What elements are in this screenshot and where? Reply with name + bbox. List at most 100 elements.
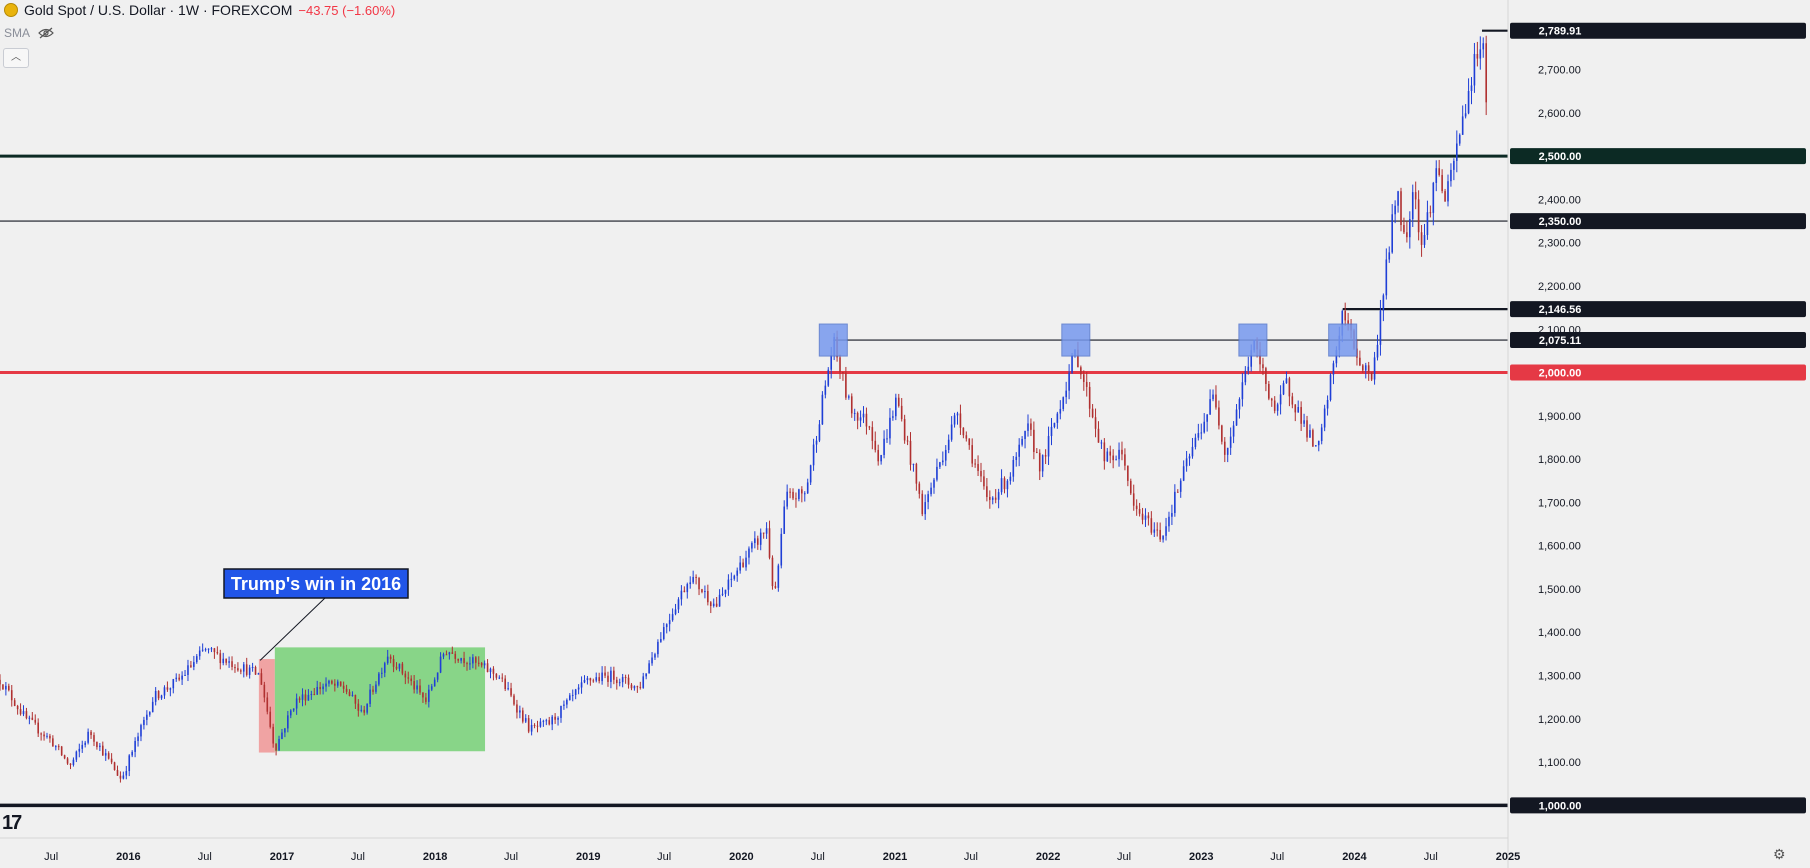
candle-body	[1091, 408, 1094, 418]
candle-body	[378, 673, 380, 685]
price-level-label: 2,350.00	[1539, 216, 1582, 228]
candle-body	[545, 720, 548, 722]
price-level-badge	[1510, 797, 1806, 814]
candle-body	[701, 589, 703, 593]
candle-body	[1429, 212, 1432, 214]
candle-body	[383, 663, 386, 673]
candle-body	[101, 745, 104, 756]
candle-body	[1118, 449, 1120, 460]
x-tick-label: Jul	[657, 851, 671, 863]
collapse-legend-button[interactable]: ︿	[3, 48, 29, 68]
resistance-test-marker	[1061, 323, 1091, 357]
price-level-label: 2,000.00	[1539, 368, 1582, 380]
candle-body	[989, 497, 991, 500]
candle-body	[46, 735, 48, 737]
candle-body	[1315, 445, 1317, 447]
resistance-test-marker	[1328, 323, 1358, 357]
eye-hidden-icon[interactable]	[38, 27, 54, 39]
candle-body	[1209, 399, 1211, 415]
candle-body	[944, 450, 947, 461]
candle-body	[52, 738, 54, 747]
candle-body	[1138, 509, 1141, 514]
candle-body	[1335, 350, 1338, 364]
candle-body	[331, 680, 333, 684]
candle-body	[571, 694, 574, 696]
y-tick-label: 1,900.00	[1538, 411, 1581, 423]
price-level-label: 1,000.00	[1539, 800, 1582, 812]
candle-body	[1359, 357, 1361, 366]
candle-body	[251, 666, 254, 668]
candle-body	[980, 470, 982, 477]
candle-body	[1397, 191, 1399, 206]
candle-body	[786, 491, 788, 507]
candle-body	[1323, 408, 1326, 428]
x-tick-label: 2020	[729, 851, 753, 863]
candle-body	[1241, 382, 1244, 400]
candle-body	[363, 709, 366, 713]
candle-body	[439, 656, 442, 673]
candle-body	[510, 688, 512, 696]
candle-body	[1470, 85, 1473, 92]
candle-body	[692, 576, 694, 583]
y-tick-label: 1,800.00	[1538, 454, 1581, 466]
candle-body	[997, 492, 1000, 500]
candle-body	[310, 693, 313, 695]
y-tick-label: 1,700.00	[1538, 497, 1581, 509]
candle-body	[410, 678, 413, 682]
candle-body	[395, 666, 398, 669]
candle-body	[1414, 192, 1417, 200]
candle-body	[25, 711, 28, 719]
candle-body	[859, 417, 862, 421]
candle-body	[1268, 384, 1270, 399]
candle-body	[900, 405, 903, 420]
candle-body	[430, 686, 433, 690]
candle-body	[1376, 344, 1379, 358]
candle-body	[304, 694, 307, 701]
candle-body	[818, 424, 821, 441]
gear-icon[interactable]: ⚙	[1773, 846, 1786, 862]
candle-body	[1024, 430, 1026, 439]
candle-body	[169, 688, 172, 690]
candle-body	[2, 684, 4, 690]
symbol-header[interactable]: Gold Spot / U.S. Dollar · 1W · FOREXCOM …	[4, 2, 395, 18]
candle-body	[1229, 436, 1232, 448]
x-tick-label: Jul	[811, 851, 825, 863]
candle-body	[216, 652, 219, 654]
candle-body	[1244, 370, 1247, 383]
candle-body	[369, 689, 371, 704]
candle-body	[733, 575, 736, 579]
price-change: −43.75 (−1.60%)	[298, 2, 396, 18]
candle-body	[401, 663, 404, 674]
candle-body	[983, 476, 985, 487]
candle-body	[1309, 430, 1311, 438]
candle-body	[322, 686, 324, 690]
candle-body	[1482, 43, 1485, 50]
x-tick-label: Jul	[351, 851, 365, 863]
candle-body	[96, 741, 98, 748]
candle-body	[577, 687, 580, 690]
consolidation-zone	[274, 647, 486, 752]
candle-body	[1080, 367, 1082, 375]
x-tick-label: 2023	[1189, 851, 1213, 863]
candle-body	[13, 700, 16, 706]
candle-body	[463, 658, 465, 664]
x-tick-label: Jul	[504, 851, 518, 863]
candle-body	[745, 557, 747, 568]
candle-body	[936, 466, 938, 480]
candle-body	[589, 678, 592, 681]
candle-body	[886, 438, 888, 440]
candle-body	[419, 685, 421, 693]
candle-body	[342, 685, 345, 689]
candle-body	[260, 673, 263, 685]
indicator-row[interactable]: SMA	[4, 26, 54, 40]
candle-body	[78, 748, 81, 752]
candle-body	[586, 678, 589, 681]
candle-body	[1047, 436, 1050, 457]
candle-body	[548, 720, 551, 725]
candle-body	[1129, 480, 1132, 494]
candle-body	[801, 489, 803, 494]
candle-body	[1038, 452, 1041, 472]
candle-body	[49, 735, 51, 739]
candle-body	[148, 712, 151, 715]
